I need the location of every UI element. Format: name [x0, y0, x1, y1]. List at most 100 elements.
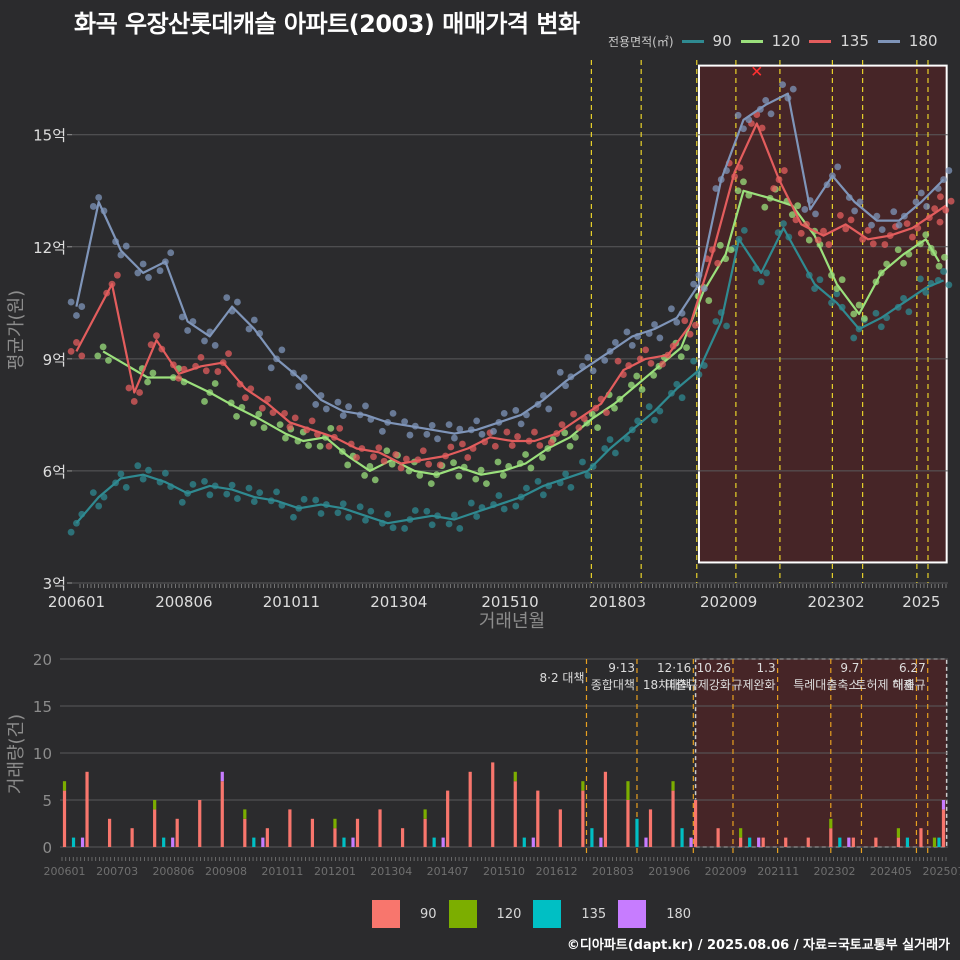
bar-90 [355, 818, 360, 847]
scatter-point-180 [923, 203, 931, 210]
scatter-point-90 [567, 483, 575, 491]
x-tick-label: 200601 [48, 593, 105, 611]
scatter-point-135 [864, 226, 872, 234]
scatter-point-180 [478, 430, 486, 438]
x-tick-label: 2025 [902, 593, 940, 611]
scatter-point-135 [242, 394, 249, 402]
scatter-point-180 [89, 203, 97, 210]
scatter-point-180 [656, 334, 664, 342]
scatter-point-180 [834, 163, 842, 171]
volume-x-tick-label: 200908 [205, 865, 247, 878]
chart-title: 화곡 우장산롯데캐슬 아파트(2003) 매매가격 변화 [74, 10, 580, 38]
scatter-point-135 [73, 339, 80, 346]
scatter-point-90 [345, 513, 352, 521]
scatter-point-90 [456, 525, 464, 532]
scatter-point-135 [936, 218, 944, 226]
volume-x-tick-label: 201612 [536, 865, 578, 878]
scatter-point-120 [388, 460, 396, 468]
bar-90 [378, 809, 382, 847]
scatter-point-90 [763, 269, 770, 277]
scatter-point-135 [380, 457, 388, 465]
scatter-point-135 [175, 374, 183, 382]
scatter-point-180 [406, 431, 414, 439]
scatter-point-135 [947, 197, 955, 205]
scatter-point-120 [149, 369, 157, 377]
scatter-point-135 [847, 216, 855, 224]
legend-label: 180 [908, 32, 938, 50]
scatter-point-90 [290, 513, 297, 521]
bar-180 [599, 837, 603, 847]
scatter-point-120 [588, 410, 596, 418]
scatter-point-135 [78, 352, 86, 360]
scatter-point-90 [900, 294, 907, 302]
scatter-point-135 [459, 440, 466, 448]
scatter-point-135 [647, 359, 655, 367]
scatter-point-135 [825, 241, 833, 248]
scatter-point-90 [411, 507, 419, 514]
legend-item-120: 120 [740, 32, 800, 50]
bar-135 [937, 837, 941, 847]
x-tick-label: 201011 [263, 593, 320, 611]
scatter-point-120 [941, 253, 948, 261]
scatter-point-135 [402, 455, 410, 463]
scatter-point-120 [282, 434, 289, 442]
scatter-point-135 [692, 321, 699, 329]
scatter-point-180 [490, 427, 497, 435]
scatter-point-90 [579, 458, 586, 466]
scatter-point-180 [812, 210, 819, 218]
scatter-point-135 [820, 227, 827, 235]
scatter-point-90 [389, 524, 397, 532]
scatter-point-135 [258, 404, 266, 412]
bar-180 [847, 837, 851, 847]
bar-180 [689, 837, 693, 847]
scatter-point-120 [716, 241, 724, 249]
bar-120 [626, 781, 630, 800]
scatter-point-180 [362, 402, 369, 410]
scatter-point-135 [903, 220, 911, 228]
volume-x-tick-label: 202302 [814, 865, 856, 878]
bar-180 [261, 837, 265, 847]
legend-bottom-label: 180 [666, 906, 692, 922]
bar-90 [603, 771, 608, 847]
scatter-point-90 [189, 480, 197, 488]
scatter-point-180 [245, 325, 253, 333]
bar-90 [919, 828, 923, 847]
scatter-point-120 [740, 178, 747, 186]
scatter-point-180 [73, 312, 80, 319]
bar-180 [441, 837, 445, 847]
scatter-point-180 [167, 249, 175, 257]
scatter-point-180 [611, 339, 619, 346]
scatter-point-120 [201, 398, 208, 405]
scatter-point-180 [139, 260, 147, 268]
volume-x-tick-label: 202507 [922, 865, 960, 878]
scatter-point-120 [276, 421, 284, 429]
bar-90 [310, 818, 315, 847]
scatter-point-120 [361, 472, 368, 479]
scatter-point-180 [545, 405, 553, 413]
scatter-point-135 [814, 236, 822, 244]
scatter-point-180 [623, 328, 631, 336]
scatter-point-90 [256, 489, 264, 496]
bar-120 [581, 781, 585, 791]
bar-90 [153, 809, 157, 847]
scatter-point-135 [570, 410, 577, 418]
legend-bottom-label: 90 [420, 906, 437, 922]
x-tick-label: 200806 [155, 593, 212, 611]
scatter-point-120 [522, 451, 529, 458]
scatter-point-120 [144, 378, 151, 386]
scatter-point-90 [645, 403, 653, 411]
volume-x-tick-label: 201803 [592, 865, 634, 878]
scatter-point-135 [942, 206, 950, 214]
scatter-point-90 [877, 323, 885, 331]
bar-120 [671, 781, 675, 791]
scatter-point-90 [145, 466, 152, 474]
scatter-point-180 [556, 368, 564, 376]
volume-x-tick-label: 200703 [96, 865, 138, 878]
legend-title: 전용면적(㎡) [608, 34, 674, 49]
scatter-point-120 [633, 372, 641, 380]
scatter-point-90 [178, 498, 186, 506]
bar-120 [243, 809, 247, 819]
bar-90 [716, 828, 720, 847]
scatter-point-180 [345, 403, 352, 411]
scatter-point-135 [881, 241, 889, 248]
